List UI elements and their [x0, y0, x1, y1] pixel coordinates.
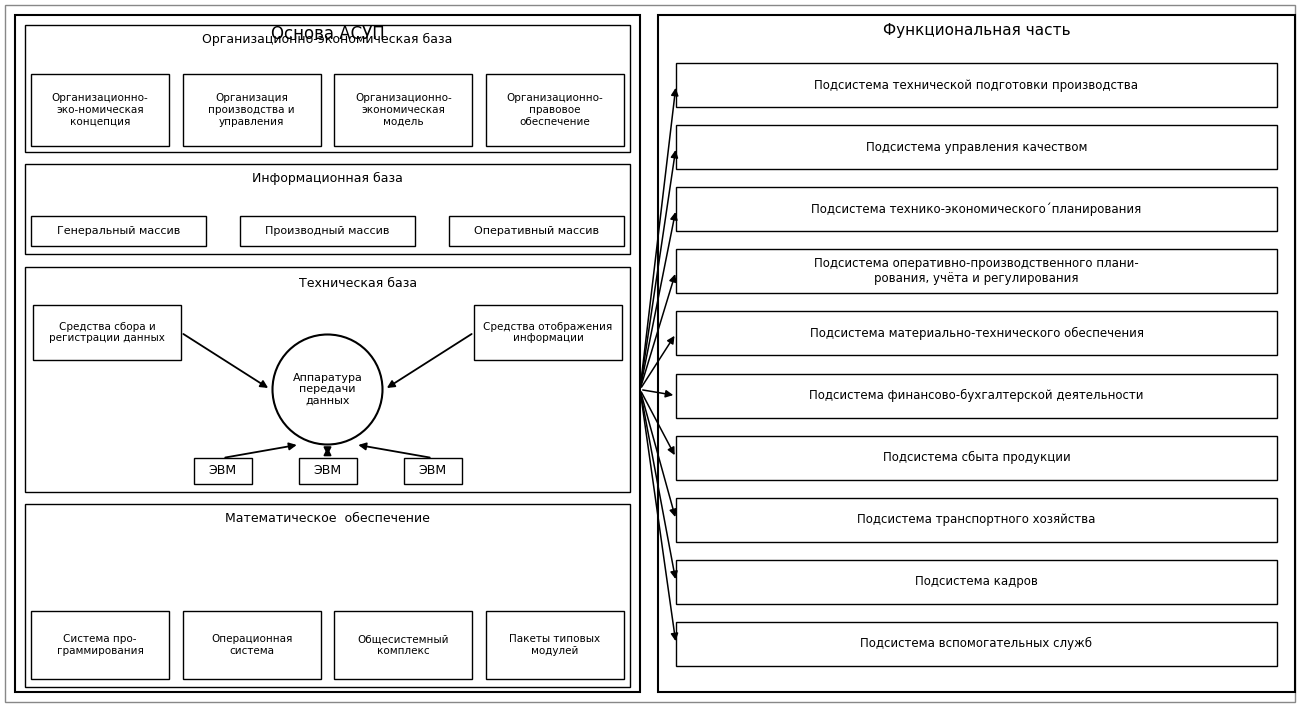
Bar: [25, 25, 630, 152]
Text: Организация
производства и
управления: Организация производства и управления: [208, 93, 295, 127]
Text: Подсистема вспомогательных служб: Подсистема вспомогательных служб: [861, 638, 1092, 650]
Bar: [676, 312, 1277, 356]
Bar: [448, 216, 624, 246]
Text: Техническая база: Техническая база: [299, 277, 417, 290]
Text: Подсистема кадров: Подсистема кадров: [915, 575, 1037, 588]
Bar: [676, 125, 1277, 169]
Text: Оперативный массив: Оперативный массив: [474, 226, 599, 236]
Bar: [676, 373, 1277, 418]
Text: Организационно-экономическая база: Организационно-экономическая база: [203, 33, 452, 46]
Bar: [658, 15, 1295, 692]
Bar: [676, 63, 1277, 107]
Text: Функциональная часть: Функциональная часть: [883, 23, 1070, 38]
Text: Подсистема материально-технического обеспечения: Подсистема материально-технического обес…: [810, 327, 1144, 340]
Bar: [299, 458, 356, 484]
Circle shape: [273, 334, 382, 445]
Bar: [194, 458, 251, 484]
Text: Подсистема технической подготовки производства: Подсистема технической подготовки произв…: [815, 78, 1139, 92]
Bar: [183, 74, 321, 146]
Text: ЭВМ: ЭВМ: [313, 464, 342, 477]
Bar: [676, 498, 1277, 542]
Text: Подсистема оперативно-производственного плани-
рования, учёта и регулирования: Подсистема оперативно-производственного …: [814, 257, 1139, 286]
Text: Подсистема управления качеством: Подсистема управления качеством: [866, 141, 1087, 153]
Text: ЭВМ: ЭВМ: [419, 464, 447, 477]
Text: Средства сбора и
регистрации данных: Средства сбора и регистрации данных: [49, 322, 165, 344]
Bar: [31, 74, 169, 146]
Text: Информационная база: Информационная база: [252, 172, 403, 185]
Bar: [403, 458, 462, 484]
Text: Производный массив: Производный массив: [265, 226, 390, 236]
Text: Математическое  обеспечение: Математическое обеспечение: [225, 512, 430, 525]
Bar: [676, 560, 1277, 604]
Bar: [334, 74, 472, 146]
Text: Организационно-
эко-номическая
концепция: Организационно- эко-номическая концепция: [52, 93, 148, 127]
Text: Общесистемный
комплекс: Общесистемный комплекс: [358, 634, 448, 656]
Bar: [25, 504, 630, 687]
Text: Основа АСУП: Основа АСУП: [270, 25, 385, 43]
Text: Система про-
граммирования: Система про- граммирования: [57, 634, 143, 656]
Bar: [474, 305, 621, 360]
Bar: [31, 611, 169, 679]
Bar: [486, 74, 624, 146]
Bar: [31, 216, 205, 246]
Text: Подсистема финансово-бухгалтерской деятельности: Подсистема финансово-бухгалтерской деяте…: [809, 389, 1144, 402]
Text: Аппаратура
передачи
данных: Аппаратура передачи данных: [292, 373, 363, 406]
Bar: [676, 436, 1277, 479]
Bar: [32, 305, 181, 360]
Bar: [16, 15, 640, 692]
Bar: [25, 267, 630, 492]
Bar: [676, 622, 1277, 666]
Text: Подсистема технико-экономического´планирования: Подсистема технико-экономического´планир…: [811, 202, 1141, 216]
Text: Подсистема сбыта продукции: Подсистема сбыта продукции: [883, 451, 1070, 464]
Text: Организационно-
правовое
обеспечение: Организационно- правовое обеспечение: [507, 93, 603, 127]
Text: ЭВМ: ЭВМ: [208, 464, 237, 477]
Bar: [240, 216, 415, 246]
Bar: [676, 187, 1277, 231]
Text: Средства отображения
информации: Средства отображения информации: [484, 322, 612, 344]
Text: Операционная
система: Операционная система: [211, 634, 292, 656]
Text: Генеральный массив: Генеральный массив: [57, 226, 181, 236]
Bar: [25, 164, 630, 254]
Text: Пакеты типовых
модулей: Пакеты типовых модулей: [510, 634, 601, 656]
Text: Подсистема транспортного хозяйства: Подсистема транспортного хозяйства: [857, 513, 1096, 526]
Text: Организационно-
экономическая
модель: Организационно- экономическая модель: [355, 93, 451, 127]
Bar: [183, 611, 321, 679]
Bar: [486, 611, 624, 679]
Bar: [676, 250, 1277, 293]
Bar: [334, 611, 472, 679]
